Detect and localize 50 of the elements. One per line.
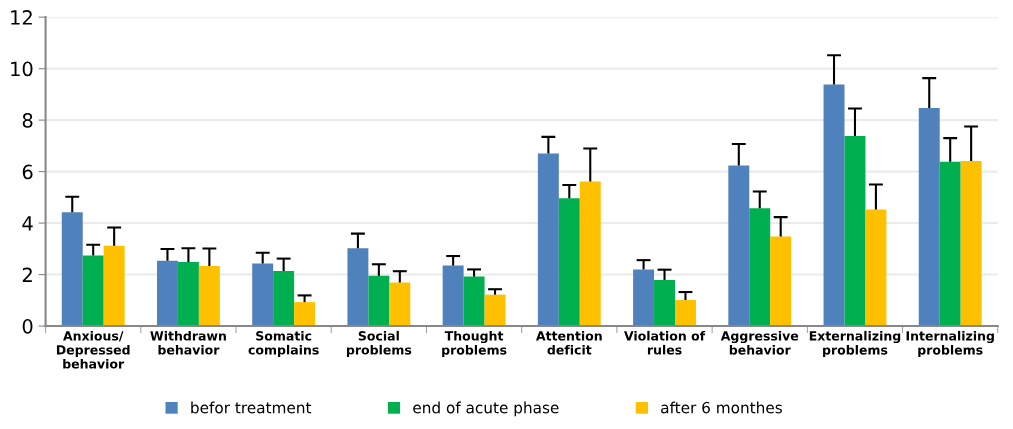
bar: [960, 161, 982, 327]
bar: [103, 245, 125, 327]
bar: [463, 276, 485, 327]
bar: [749, 208, 771, 327]
bar: [252, 263, 274, 327]
bar: [918, 108, 940, 327]
bar: [728, 165, 750, 327]
y-tick-label: 8: [22, 113, 33, 128]
legend-label: end of acute phase: [413, 401, 559, 417]
bar: [442, 265, 464, 327]
x-tick-label: Somatic complains: [248, 330, 319, 357]
bar: [633, 269, 655, 327]
bar: [389, 282, 411, 327]
y-tick-label: 12: [11, 10, 32, 25]
bar: [368, 275, 390, 327]
bar: [82, 255, 104, 327]
x-tick-label: Violation of rules: [624, 330, 706, 355]
y-tick-label: 10: [11, 61, 33, 77]
bar: [294, 302, 316, 327]
bar: [865, 209, 887, 327]
x-tick-label: Anxious/ Depressed behavior: [56, 330, 130, 369]
x-tick-label: Withdrawn behavior: [150, 330, 226, 355]
bar: [484, 294, 506, 327]
bar: [537, 153, 559, 327]
x-tick-label: Social problems: [346, 330, 412, 357]
y-tick-label: 6: [22, 164, 33, 180]
bar: [198, 266, 220, 327]
x-tick-label: Attention deficit: [535, 330, 602, 355]
bar: [156, 260, 178, 327]
x-tick-label: Thought problems: [442, 330, 507, 358]
bar: [939, 161, 961, 327]
x-tick-label: Aggressive behavior: [720, 330, 799, 355]
y-tick-label: 2: [22, 267, 32, 282]
bar: [770, 236, 792, 327]
legend-label: after 6 monthes: [661, 401, 782, 414]
bar: [654, 279, 675, 327]
bar: [61, 212, 83, 327]
bar: [579, 181, 601, 327]
bar: [558, 198, 580, 327]
bar: [347, 248, 369, 327]
x-tick-label: Externalizing problems: [809, 330, 901, 358]
bar: [675, 300, 696, 327]
bar: [273, 270, 295, 327]
x-tick-label: Internalizing problems: [906, 330, 994, 358]
bar: [844, 136, 866, 327]
y-tick-label: 0: [22, 319, 33, 334]
y-tick-label: 4: [22, 216, 33, 231]
legend-label: befor treatment: [191, 401, 312, 414]
bar: [823, 84, 845, 327]
bar: [177, 261, 199, 327]
